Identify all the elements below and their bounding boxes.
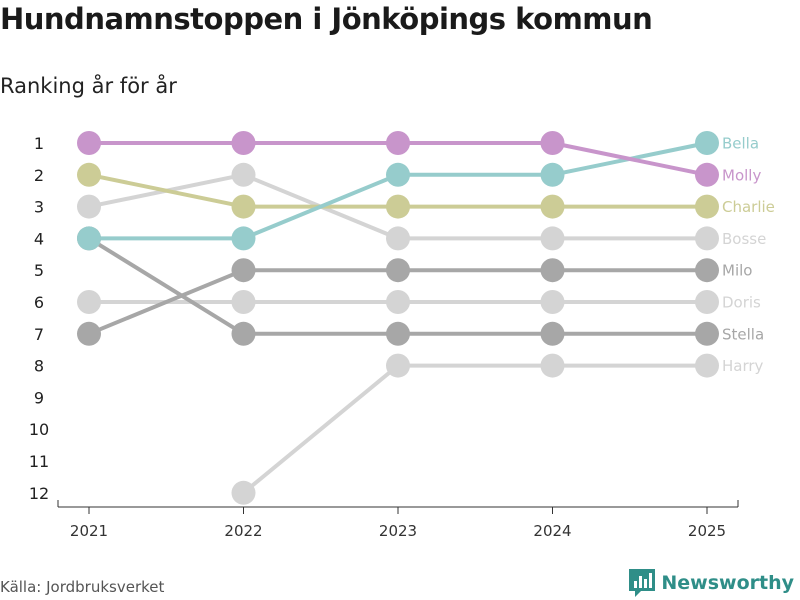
data-point-molly[interactable] (77, 131, 101, 155)
data-point-harry[interactable] (540, 353, 565, 378)
data-point-molly[interactable] (695, 162, 719, 187)
data-point-stella[interactable] (540, 321, 565, 346)
data-point-doris[interactable] (540, 290, 565, 314)
data-point-charlie[interactable] (695, 194, 719, 219)
series-label-bosse: Bosse (722, 230, 766, 248)
data-point-milo[interactable] (77, 321, 101, 346)
series-line-harry (241, 363, 709, 495)
series-label-molly: Molly (722, 166, 761, 184)
y-tick-label: 11 (29, 452, 49, 471)
data-point-bosse[interactable] (386, 226, 410, 251)
data-point-stella[interactable] (386, 321, 410, 346)
y-tick-label: 6 (34, 293, 44, 312)
series-line-stella (87, 236, 709, 336)
data-point-bella[interactable] (77, 226, 101, 251)
data-point-harry[interactable] (386, 353, 410, 378)
y-tick-label: 12 (29, 484, 49, 503)
brand-name: Newsworthy (661, 572, 794, 594)
data-point-stella[interactable] (695, 321, 719, 346)
data-point-milo[interactable] (695, 258, 719, 283)
series-label-doris: Doris (722, 294, 761, 312)
data-point-doris[interactable] (695, 290, 719, 314)
y-tick-label: 4 (34, 229, 44, 248)
data-point-milo[interactable] (231, 258, 256, 283)
data-point-bosse[interactable] (540, 226, 565, 251)
data-point-bella[interactable] (386, 162, 410, 187)
data-point-bella[interactable] (540, 162, 565, 187)
data-point-molly[interactable] (386, 131, 410, 155)
data-point-charlie[interactable] (386, 194, 410, 219)
data-point-charlie[interactable] (540, 194, 565, 219)
data-point-molly[interactable] (231, 131, 256, 155)
data-point-bosse[interactable] (77, 194, 101, 219)
brand-logo[interactable]: Newsworthy (629, 569, 794, 597)
y-tick-label: 3 (34, 198, 44, 217)
x-tick-label: 2023 (379, 522, 417, 540)
data-point-doris[interactable] (77, 290, 101, 314)
x-tick-label: 2022 (224, 522, 262, 540)
data-point-bella[interactable] (231, 226, 256, 251)
data-point-bosse[interactable] (231, 162, 256, 187)
y-tick-label: 9 (34, 388, 44, 407)
chart-subtitle: Ranking år för år (0, 74, 177, 98)
x-tick-label: 2024 (533, 522, 571, 540)
series-label-charlie: Charlie (722, 198, 775, 216)
series-label-bella: Bella (722, 135, 759, 153)
newsworthy-logo-icon (629, 569, 656, 597)
data-point-bosse[interactable] (695, 226, 719, 251)
data-point-doris[interactable] (386, 290, 410, 314)
data-point-molly[interactable] (540, 131, 565, 155)
data-point-charlie[interactable] (77, 162, 101, 187)
x-tick-label: 2025 (688, 522, 726, 540)
source-note: Källa: Jordbruksverket (0, 578, 165, 596)
data-point-milo[interactable] (540, 258, 565, 283)
series-label-milo: Milo (722, 262, 752, 280)
data-point-harry[interactable] (231, 480, 256, 505)
series-label-stella: Stella (722, 325, 764, 343)
y-tick-label: 5 (34, 261, 44, 280)
x-tick-label: 2021 (70, 522, 108, 540)
y-tick-label: 7 (34, 325, 44, 344)
data-point-harry[interactable] (695, 353, 719, 378)
chart-title: Hundnamnstoppen i Jönköpings kommun (0, 2, 653, 36)
y-tick-label: 2 (34, 166, 44, 185)
data-point-doris[interactable] (231, 290, 256, 314)
y-tick-label: 10 (29, 420, 49, 439)
y-tick-label: 8 (34, 357, 44, 376)
data-point-charlie[interactable] (231, 194, 256, 219)
y-tick-label: 1 (34, 134, 44, 153)
data-point-milo[interactable] (386, 258, 410, 283)
series-label-harry: Harry (722, 357, 764, 375)
data-point-stella[interactable] (231, 321, 256, 346)
data-point-bella[interactable] (695, 131, 719, 155)
